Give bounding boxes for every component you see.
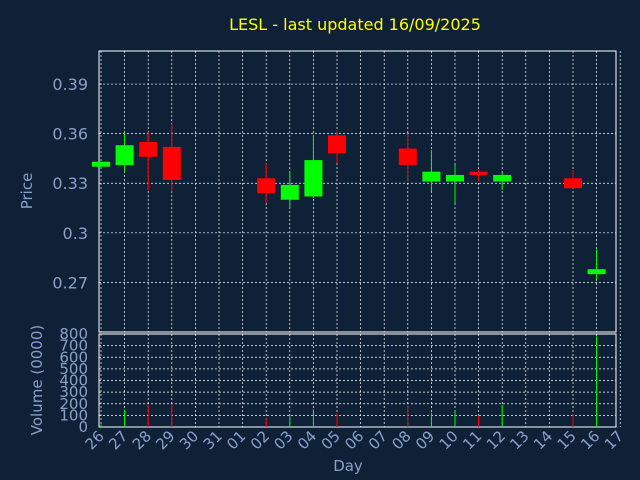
candle-body: [398, 148, 417, 166]
candle-12: [493, 171, 512, 190]
volume-tick-label: 600: [59, 348, 88, 366]
candle-body: [139, 141, 158, 157]
day-axis-label: Day: [333, 457, 363, 475]
candle-02: [257, 163, 276, 204]
candle-body: [257, 178, 276, 194]
volume-tick-label: 300: [59, 383, 88, 401]
candle-04: [304, 135, 323, 199]
price-tick-label: 0.3: [63, 224, 88, 243]
candle-15: [564, 170, 582, 189]
price-tick-label: 0.33: [52, 174, 88, 193]
candle-03: [280, 171, 299, 209]
candle-body: [162, 146, 181, 180]
candle-05: [328, 130, 346, 164]
volume-tick-label: 700: [59, 337, 88, 355]
volume-tick-label: 200: [59, 395, 88, 413]
volume-panel-frame: [98, 333, 617, 428]
price-axis-label: Price: [18, 173, 36, 210]
volume-tick-label: 500: [59, 360, 88, 378]
candle-09: [422, 150, 441, 192]
candles: [92, 123, 606, 280]
candle-body: [422, 171, 441, 182]
price-tick-label: 0.39: [52, 75, 88, 94]
candle-08: [398, 133, 417, 182]
candle-body: [328, 135, 346, 154]
candle-body: [446, 174, 464, 182]
candle-body: [493, 174, 512, 182]
candle-28: [139, 131, 158, 190]
volume-tick-label: 0: [78, 418, 88, 436]
volume-axis-label: Volume (0000): [28, 325, 46, 435]
volume-tick-label: 400: [59, 372, 88, 390]
candle-16: [587, 249, 606, 280]
volume-tick-label: 800: [59, 325, 88, 343]
candle-body: [92, 161, 110, 167]
candle-body: [304, 160, 323, 197]
candle-29: [162, 123, 181, 192]
volume-bars: [100, 336, 598, 427]
candle-body: [564, 178, 582, 189]
price-tick-label: 0.27: [52, 273, 88, 292]
candle-26: [92, 161, 110, 167]
volume-tick-label: 100: [59, 406, 88, 424]
candle-body: [115, 145, 134, 166]
candle-body: [280, 184, 299, 200]
candle-11: [469, 170, 488, 182]
chart-title: LESL - last updated 16/09/2025: [229, 15, 481, 34]
candle-10: [446, 165, 464, 204]
price-axis-ticks: 0.39 0.36 0.33 0.3 0.27: [52, 75, 88, 292]
candle-27: [115, 133, 134, 172]
price-tick-label: 0.36: [52, 125, 88, 144]
price-panel-frame: [98, 50, 617, 333]
candle-body: [587, 269, 606, 275]
candle-body: [469, 171, 488, 175]
day-axis-ticks: 2627282930310102030405060708091011121314…: [82, 427, 627, 453]
